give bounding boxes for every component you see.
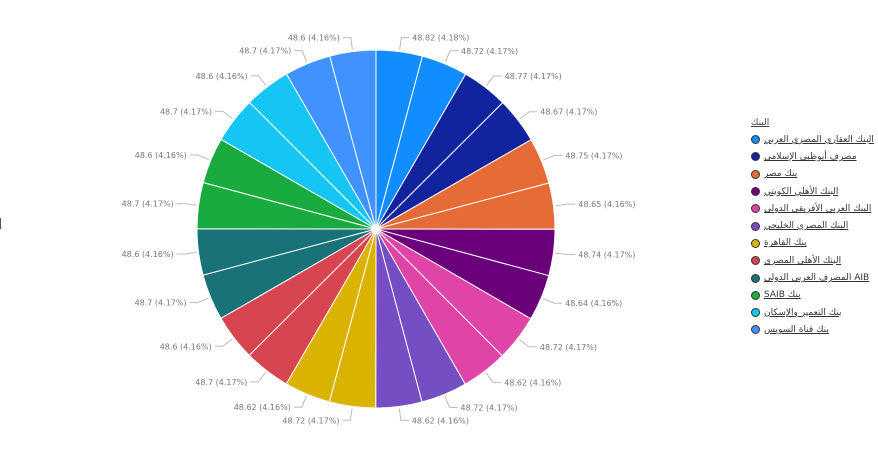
left-edge-marker [0,218,1,229]
leader-line [176,251,197,255]
legend-label: بنك القاهرة [764,238,807,249]
data-label: 48.7 (4.17%) [122,200,174,209]
legend-item[interactable]: AIB المصرف العربي الدولي [751,269,876,286]
legend-marker-icon [751,152,760,162]
legend-label: AIB المصرف العربي الدولي [764,273,870,284]
legend-label: بنك التعمير والإسكان [764,307,842,318]
data-label: 48.72 (4.17%) [461,403,518,412]
legend-item[interactable]: بنك SAIB [751,287,876,304]
leader-line [189,154,210,161]
pie-slice[interactable] [329,49,377,230]
legend-marker-icon [751,273,760,283]
data-label: 48.7 (4.17%) [239,47,291,56]
leader-line [214,338,233,347]
leader-line [444,396,458,408]
legend-item[interactable]: بنك مصر [751,166,876,183]
data-label: 48.7 (4.17%) [160,107,212,116]
legend-item[interactable]: البنك الأهلي الكويتي [751,183,876,200]
data-label: 48.62 (4.16%) [504,378,561,387]
leader-line [214,110,233,120]
leader-line [399,37,410,50]
leader-line [542,298,563,304]
leader-line [519,339,537,348]
legend-label: البنك العقاري المصري العربي [764,134,874,145]
legend-marker-icon [751,308,760,318]
legend-label: البنك العربي الأفريقي الدولي [764,203,872,214]
leader-line [293,395,307,408]
data-label: 48.77 (4.17%) [505,72,562,81]
leader-line [485,75,502,86]
legend-item[interactable]: البنك المصري الخليجي [751,217,876,234]
legend-marker-icon [751,169,760,179]
data-label: 48.72 (4.17%) [461,47,518,56]
legend-marker-icon [751,290,760,300]
data-label: 48.74 (4.17%) [578,251,635,260]
data-label: 48.7 (4.17%) [135,299,187,308]
legend-item[interactable]: مصرف أبوظبي الإسلامي [751,148,876,165]
legend-items: البنك العقاري المصري العربي مصرف أبوظبي ا… [751,131,876,339]
leader-line [189,297,209,304]
data-label: 48.7 (4.17%) [195,378,247,387]
leader-line [543,154,563,161]
legend-marker-icon [751,187,760,197]
leader-line [342,37,353,50]
data-label: 48.6 (4.16%) [196,72,248,81]
legend-label: البنك المصري الخليجي [764,221,849,232]
data-label: 48.62 (4.16%) [412,416,469,425]
data-label: 48.6 (4.16%) [122,250,174,259]
legend-marker-icon [751,221,760,231]
legend-label: بنك SAIB [764,290,801,301]
leader-line [342,408,353,421]
leader-line [250,372,266,383]
legend-marker-icon [751,135,760,145]
legend-marker-icon [751,238,760,248]
label-leader-lines [176,37,576,421]
legend-item[interactable]: البنك الأهلي المصري [751,252,876,269]
legend: البنك البنك العقاري المصري العربي مصرف أب… [751,118,876,339]
leader-line [398,408,409,421]
legend-marker-icon [751,204,760,214]
data-label: 48.65 (4.16%) [578,200,635,209]
data-label: 48.82 (4.18%) [412,34,469,43]
legend-title: البنك [751,118,770,128]
data-label: 48.6 (4.16%) [135,151,187,160]
legend-marker-icon [751,256,760,266]
leader-line [294,50,308,62]
legend-item[interactable]: بنك قناة السويس [751,321,876,338]
leader-line [555,252,576,256]
leader-line [444,50,459,63]
legend-item[interactable]: بنك القاهرة [751,235,876,252]
data-label: 48.67 (4.17%) [540,108,597,117]
legend-item[interactable]: البنك العقاري المصري العربي [751,131,876,148]
data-label: 48.72 (4.17%) [540,343,597,352]
leader-line [485,372,502,383]
legend-label: البنك الأهلي الكويتي [764,186,839,197]
legend-label: البنك الأهلي المصري [764,255,842,266]
leader-line [555,203,576,207]
data-label: 48.6 (4.16%) [160,342,212,351]
legend-label: بنك قناة السويس [764,324,829,335]
data-label: 48.6 (4.16%) [288,34,340,43]
legend-marker-icon [751,325,760,335]
pie-slices [196,49,556,409]
data-label: 48.72 (4.17%) [282,416,339,425]
data-label: 48.62 (4.16%) [234,403,291,412]
legend-label: بنك مصر [764,169,798,180]
legend-label: مصرف أبوظبي الإسلامي [764,151,857,162]
legend-item[interactable]: البنك العربي الأفريقي الدولي [751,200,876,217]
leader-line [250,75,267,86]
leader-line [176,203,197,206]
legend-item[interactable]: بنك التعمير والإسكان [751,304,876,321]
data-label: 48.64 (4.16%) [565,299,622,308]
leader-line [519,111,538,120]
data-label: 48.75 (4.17%) [565,151,622,160]
data-labels: 48.82 (4.18%) 48.72 (4.17%) 48.77 (4.17%) 4… [122,34,636,426]
